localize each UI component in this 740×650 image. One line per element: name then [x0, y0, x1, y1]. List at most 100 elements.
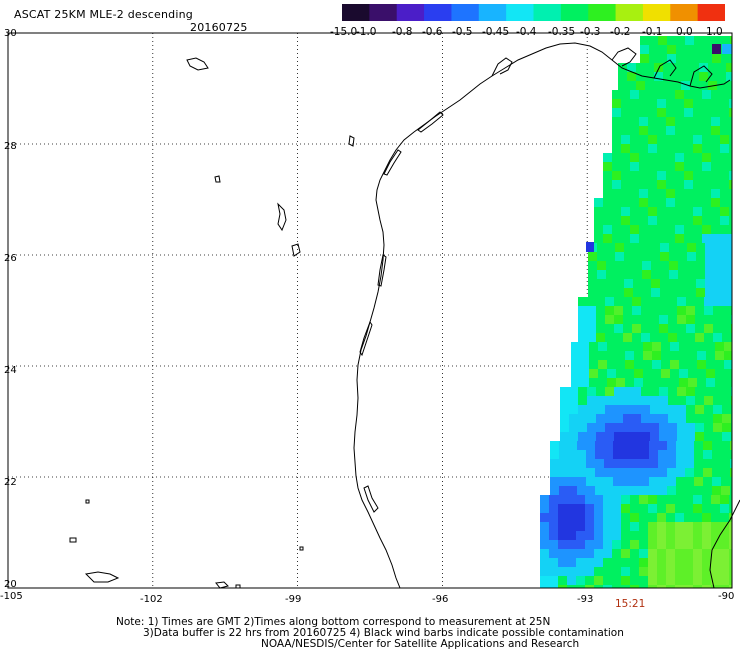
- wind-cell: [720, 513, 730, 523]
- barrier-island: [383, 149, 402, 176]
- wind-cell: [597, 279, 607, 289]
- wind-cell: [603, 513, 613, 523]
- wind-cell: [693, 99, 703, 109]
- wind-cell: [587, 333, 597, 343]
- wind-cell: [724, 360, 732, 370]
- wind-cell: [675, 189, 685, 199]
- wind-cell: [711, 495, 721, 505]
- wind-cell: [657, 162, 667, 172]
- wind-cell: [723, 279, 732, 289]
- wind-cell: [693, 198, 703, 208]
- wind-cell: [704, 315, 714, 325]
- wind-cell: [679, 369, 689, 379]
- wind-cell: [612, 513, 622, 523]
- colorbar-label: -1.0: [356, 26, 377, 38]
- wind-cell: [630, 135, 640, 145]
- lat-label: 28: [4, 141, 17, 152]
- wind-field: [540, 36, 732, 588]
- wind-cell: [720, 585, 730, 588]
- wind-cell: [558, 531, 568, 541]
- wind-cell: [621, 162, 631, 172]
- wind-cell: [685, 36, 695, 46]
- wind-cell: [657, 126, 667, 136]
- wind-cell: [729, 126, 732, 136]
- wind-cell: [658, 441, 668, 451]
- colorbar-swatch: [642, 4, 671, 21]
- wind-cell: [729, 234, 732, 244]
- wind-cell: [571, 342, 581, 352]
- wind-cell: [723, 243, 732, 253]
- wind-cell: [641, 432, 651, 442]
- wind-cell: [696, 270, 706, 280]
- island: [299, 546, 304, 551]
- bay-outline: [491, 57, 513, 77]
- wind-cell: [612, 576, 622, 586]
- wind-cell: [630, 117, 640, 127]
- wind-cell: [630, 207, 640, 217]
- wind-cell: [614, 423, 624, 433]
- wind-cell: [631, 450, 641, 460]
- wind-cell: [586, 468, 596, 478]
- wind-cell: [720, 504, 730, 514]
- wind-cell: [598, 369, 608, 379]
- wind-cell: [540, 576, 550, 586]
- wind-cell: [661, 351, 671, 361]
- wind-cell: [621, 108, 631, 118]
- wind-cell: [585, 522, 595, 532]
- wind-cell: [702, 495, 712, 505]
- wind-cell: [668, 414, 678, 424]
- wind-cell: [724, 369, 732, 379]
- wind-cell: [675, 153, 685, 163]
- wind-cell: [560, 405, 570, 415]
- wind-cell: [636, 63, 646, 73]
- wind-cell: [720, 567, 730, 577]
- wind-cell: [668, 423, 678, 433]
- wind-cell: [560, 414, 570, 424]
- wind-cell: [615, 252, 625, 262]
- wind-cell: [675, 558, 685, 568]
- wind-cell: [666, 234, 676, 244]
- wind-cell: [603, 234, 613, 244]
- wind-cell: [702, 144, 712, 154]
- wind-cell: [639, 540, 649, 550]
- wind-cell: [687, 288, 697, 298]
- wind-cell: [571, 369, 581, 379]
- wind-cell: [702, 198, 712, 208]
- wind-cell: [667, 477, 677, 487]
- wind-cell: [633, 288, 643, 298]
- wind-cell: [595, 459, 605, 469]
- wind-cell: [640, 477, 650, 487]
- wind-cell: [729, 567, 732, 577]
- wind-cell: [640, 441, 650, 451]
- wind-cell: [639, 135, 649, 145]
- wind-cell: [703, 459, 713, 469]
- wind-cell: [714, 252, 724, 262]
- wind-cell: [641, 387, 651, 397]
- wind-cell: [596, 306, 606, 316]
- wind-cell: [648, 108, 658, 118]
- wind-cell: [668, 432, 678, 442]
- wind-cell: [596, 324, 606, 334]
- wind-cell: [630, 495, 640, 505]
- wind-cell: [594, 549, 604, 559]
- date-label: 20160725: [190, 21, 248, 34]
- barrier-island: [363, 485, 379, 513]
- wind-cell: [550, 477, 560, 487]
- wind-cell: [666, 540, 676, 550]
- wind-cell: [722, 44, 732, 54]
- wind-cell: [697, 378, 707, 388]
- wind-cell: [550, 459, 560, 469]
- wind-cell: [726, 81, 732, 91]
- wind-cell: [672, 63, 682, 73]
- wind-cell: [594, 558, 604, 568]
- wind-cell: [704, 396, 714, 406]
- wind-cell: [589, 342, 599, 352]
- colorbar-label: -0.4: [516, 26, 537, 38]
- wind-cell: [595, 450, 605, 460]
- wind-cell: [686, 396, 696, 406]
- wind-cell: [621, 216, 631, 226]
- wind-cell: [569, 387, 579, 397]
- wind-cell: [695, 315, 705, 325]
- wind-cell: [643, 342, 653, 352]
- wind-cell: [640, 54, 650, 64]
